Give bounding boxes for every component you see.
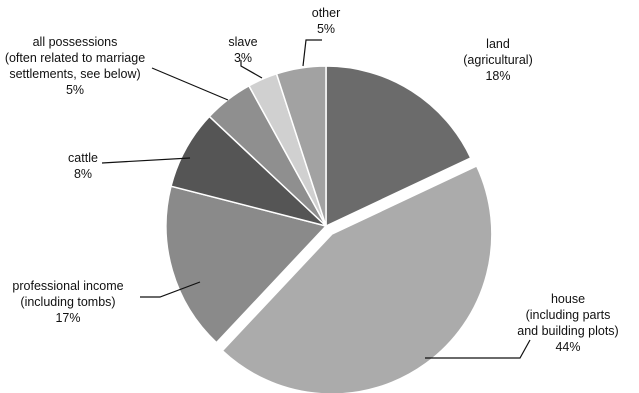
pie-slice-land [325, 65, 472, 228]
leader-line-all-possessions [151, 67, 229, 101]
slice-name-line: professional income [12, 279, 123, 293]
slice-labels: land (agricultural) 18% house (including par… [5, 6, 619, 354]
slice-name-line: cattle [68, 151, 98, 165]
slice-label-other: other 5% [312, 6, 341, 36]
slice-label-slave: slave 3% [228, 35, 257, 65]
slice-percent-label: 5% [317, 22, 335, 36]
leader-line-other [302, 39, 322, 67]
slice-percent-label: 18% [485, 69, 510, 83]
slice-percent-label: 5% [66, 83, 84, 97]
leader-line-slave [240, 60, 263, 79]
slice-label-house: house (including parts and building plots)… [517, 292, 618, 354]
pie-slices [165, 65, 493, 393]
pie-slice-house [221, 164, 493, 393]
slice-name-line: settlements, see below) [9, 67, 140, 81]
slice-percent-label: 44% [555, 340, 580, 354]
slice-label-cattle: cattle 8% [68, 151, 98, 181]
slice-percent-label: 3% [234, 51, 252, 65]
slice-name-line: (often related to marriage [5, 51, 145, 65]
slice-name-line: slave [228, 35, 257, 49]
slice-label-professional-income: professional income (including tombs) 17% [12, 279, 123, 325]
leader-line-professional-income [140, 281, 201, 298]
slice-label-land: land (agricultural) 18% [463, 37, 532, 83]
slice-percent-label: 17% [55, 311, 80, 325]
slice-name-line: (including parts [526, 308, 611, 322]
leader-line-house [425, 339, 531, 359]
slice-name-line: and building plots) [517, 324, 618, 338]
slice-name-line: land [486, 37, 510, 51]
slice-name-line: (including tombs) [20, 295, 115, 309]
slice-percent-label: 8% [74, 167, 92, 181]
slice-name-line: (agricultural) [463, 53, 532, 67]
pie-slice-other [275, 65, 327, 227]
pie-slice-professional-income [165, 185, 328, 344]
leader-line-cattle [101, 157, 191, 164]
slice-label-all-possessions: all possessions (often related to marriag… [5, 35, 145, 97]
slice-name-line: other [312, 6, 341, 20]
leader-lines [101, 39, 531, 359]
slice-name-line: house [551, 292, 585, 306]
slice-name-line: all possessions [33, 35, 118, 49]
